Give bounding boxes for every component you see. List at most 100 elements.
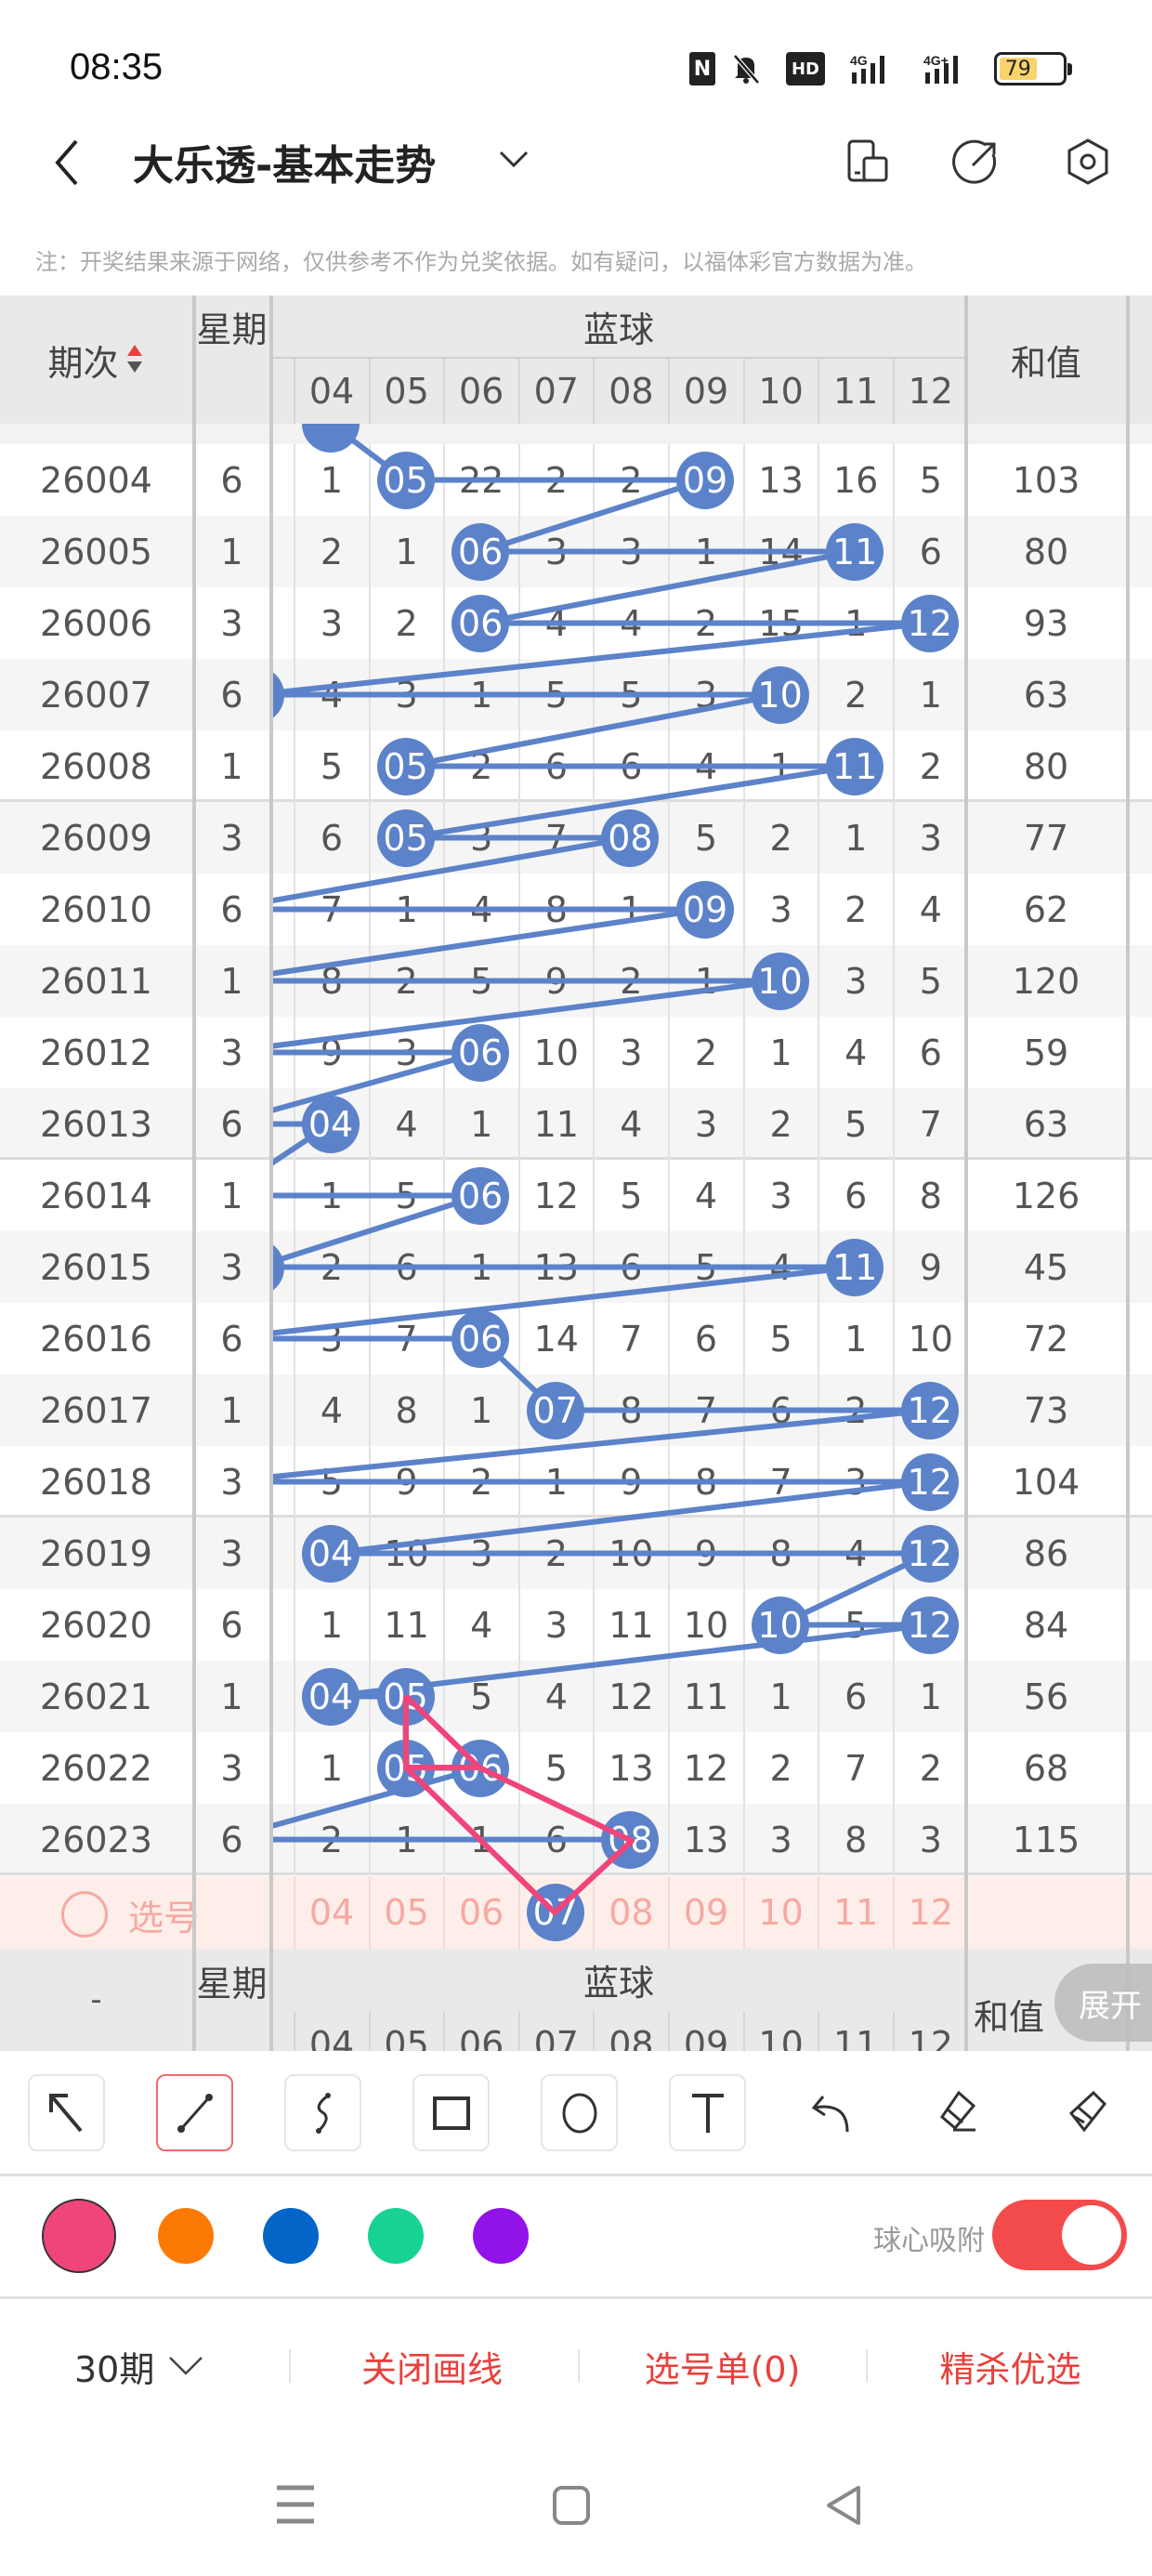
issue-column-header[interactable]: 期次 [0, 296, 192, 424]
winning-ball[interactable]: 06 [452, 1166, 510, 1225]
pick-list-button[interactable]: 选号单(0) [644, 2348, 801, 2390]
winning-ball[interactable]: 10 [751, 1596, 809, 1654]
winning-ball[interactable]: 10 [751, 952, 809, 1010]
issue-cell: 26021 [40, 1676, 152, 1717]
home-button[interactable] [552, 2485, 591, 2526]
freehand-tool[interactable] [284, 2074, 361, 2151]
winning-ball[interactable]: 12 [900, 594, 959, 652]
premium-picks-button[interactable]: 精杀优选 [939, 2348, 1081, 2390]
winning-ball[interactable]: 12 [900, 1524, 959, 1583]
issue-cell: 26013 [40, 1103, 152, 1145]
winning-ball[interactable]: 05 [376, 1667, 435, 1726]
period-selector[interactable]: 30期 [74, 2340, 204, 2392]
color-swatch[interactable] [368, 2208, 424, 2264]
settings-icon[interactable] [1064, 138, 1112, 186]
color-swatch[interactable] [473, 2208, 529, 2264]
winning-ball[interactable]: 11 [826, 522, 884, 581]
undo-button[interactable] [810, 2089, 857, 2136]
winning-ball[interactable]: 06 [452, 594, 510, 652]
battery-icon: 79 [994, 52, 1072, 85]
winning-ball[interactable]: 11 [826, 737, 884, 795]
winning-ball[interactable]: 07 [526, 1884, 584, 1941]
winning-ball[interactable]: 06 [452, 522, 510, 581]
winning-ball[interactable]: 05 [376, 451, 435, 509]
select-all-circle-icon[interactable] [61, 1891, 108, 1938]
rectangle-icon [432, 2096, 470, 2130]
winning-ball[interactable]: 09 [676, 880, 734, 939]
winning-ball[interactable]: 06 [452, 1309, 510, 1368]
select-number-cell[interactable]: 09 [668, 1876, 742, 1949]
disclaimer-note: 注：开奖结果来源于网络，仅供参考不作为兑奖依据。如有疑问，以福体彩官方数据为准。 [35, 249, 927, 275]
footer-issue: - [90, 1981, 102, 2018]
expand-button[interactable]: 展开 [1054, 1964, 1152, 2042]
color-swatch[interactable] [42, 2199, 116, 2273]
winning-ball[interactable]: 04 [302, 1667, 360, 1726]
rectangle-tool[interactable] [412, 2074, 490, 2151]
winning-ball[interactable]: 11 [826, 1238, 884, 1296]
issue-cell: 26015 [40, 1246, 152, 1288]
snap-toggle[interactable] [992, 2200, 1127, 2270]
sum-cell: 45 [1023, 1246, 1069, 1288]
winning-ball[interactable]: 12 [900, 1381, 959, 1439]
winning-ball[interactable]: 09 [676, 451, 734, 509]
winning-ball[interactable]: 05 [376, 737, 435, 795]
winning-ball[interactable]: 12 [900, 1452, 959, 1511]
winning-ball[interactable]: 08 [601, 1810, 660, 1869]
sum-cell: 63 [1023, 1103, 1069, 1145]
winning-ball[interactable]: 08 [601, 808, 660, 867]
line-tool[interactable] [156, 2074, 233, 2151]
winning-ball[interactable]: 06 [452, 1739, 510, 1797]
week-cell: 3 [220, 1461, 243, 1503]
issue-cell: 26023 [40, 1819, 152, 1860]
footer-week-header: 星期 [196, 1964, 268, 2004]
winning-ball[interactable]: 04 [302, 1095, 360, 1153]
select-number-cell[interactable]: 12 [892, 1876, 967, 1949]
share-icon[interactable] [952, 138, 1001, 186]
column-divider [269, 296, 273, 2052]
close-drawing-button[interactable]: 关闭画线 [360, 2348, 503, 2390]
freehand-icon [315, 2092, 331, 2134]
winning-ball[interactable]: 06 [452, 1023, 510, 1082]
week-cell: 3 [220, 1532, 243, 1574]
sum-cell: 68 [1023, 1747, 1069, 1789]
winning-ball[interactable]: 12 [900, 1596, 959, 1654]
blue-ball-header: 蓝球 [583, 309, 654, 350]
issue-cell: 26019 [40, 1532, 152, 1574]
winning-ball[interactable]: 07 [526, 1381, 584, 1439]
issue-cell: 26007 [40, 674, 152, 716]
sum-cell: 104 [1012, 1461, 1080, 1503]
recent-apps-button[interactable] [275, 2484, 316, 2525]
winning-ball[interactable] [271, 1238, 285, 1296]
winning-ball[interactable] [302, 424, 360, 453]
network-label: 4G [850, 53, 868, 68]
title-dropdown-chevron-icon[interactable] [497, 149, 530, 171]
winning-ball[interactable]: 05 [376, 1739, 435, 1797]
winning-ball[interactable]: 05 [376, 808, 435, 867]
color-swatch[interactable] [263, 2208, 319, 2264]
chevron-down-icon [169, 2357, 203, 2375]
winning-ball[interactable]: 04 [302, 1524, 360, 1583]
week-cell: 1 [220, 1676, 243, 1717]
nav-back-button[interactable] [823, 2484, 864, 2527]
blue-column-label: 04 [294, 359, 368, 424]
sum-cell: 120 [1012, 960, 1080, 1002]
select-number-cell[interactable]: 04 [294, 1876, 368, 1949]
sum-cell: 62 [1023, 888, 1069, 930]
winning-ball[interactable] [271, 665, 285, 724]
sort-icon[interactable] [124, 341, 145, 378]
page-title[interactable]: 大乐透-基本走势 [133, 142, 437, 190]
issue-cell: 26012 [40, 1032, 152, 1073]
circle-tool[interactable] [541, 2074, 618, 2151]
layout-toggle-icon[interactable] [845, 138, 892, 186]
back-triangle-icon [827, 2486, 860, 2525]
clear-button[interactable] [1064, 2089, 1110, 2136]
select-number-cell[interactable]: 10 [742, 1876, 818, 1949]
text-tool[interactable] [669, 2074, 746, 2151]
back-button[interactable] [46, 138, 89, 188]
arrow-tool[interactable] [28, 2074, 105, 2151]
select-number-cell[interactable]: 11 [818, 1876, 892, 1949]
winning-ball[interactable]: 10 [751, 665, 809, 724]
sum-cell: 80 [1023, 531, 1069, 572]
color-swatch[interactable] [158, 2208, 214, 2264]
eraser-button[interactable] [935, 2089, 981, 2136]
